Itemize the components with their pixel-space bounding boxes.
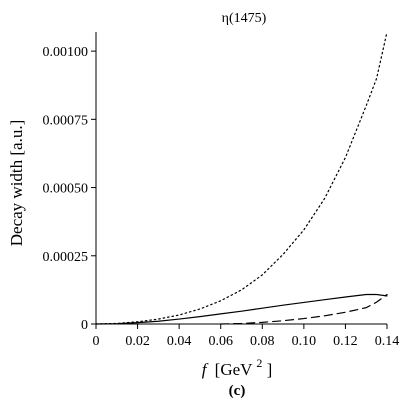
series-line-solid [95, 293, 388, 325]
x-axis-label-close: ] [267, 360, 273, 379]
x-tick-label: 0.14 [375, 334, 400, 349]
x-tick-label: 0.08 [250, 334, 275, 349]
y-tick-label: 0.00075 [43, 113, 89, 128]
y-tick-label: 0.00100 [43, 45, 89, 60]
y-axis-label: Decay width [a.u.] [7, 120, 26, 247]
x-tick-label: 0 [93, 334, 100, 349]
y-tick-label: 0 [81, 318, 88, 333]
series-line-dotted [95, 31, 388, 325]
x-axis-label-exponent: 2 [256, 356, 262, 370]
x-tick-label: 0.12 [333, 334, 358, 349]
x-axis-label-unit: [GeV [215, 360, 253, 379]
series-line-dashed [220, 293, 388, 325]
x-axis-label: f [GeV 2 ] [202, 352, 273, 379]
y-tick-label: 0.00050 [43, 182, 89, 197]
figure-caption: (c) [229, 383, 246, 399]
y-tick-label: 0.00025 [43, 250, 89, 265]
chart-title: η(1475) [222, 11, 267, 26]
x-axis-label-variable: f [202, 360, 209, 379]
x-tick-label: 0.02 [125, 334, 150, 349]
x-tick-label: 0.06 [208, 334, 233, 349]
x-tick-label: 0.04 [167, 334, 192, 349]
x-tick-label: 0.10 [292, 334, 317, 349]
